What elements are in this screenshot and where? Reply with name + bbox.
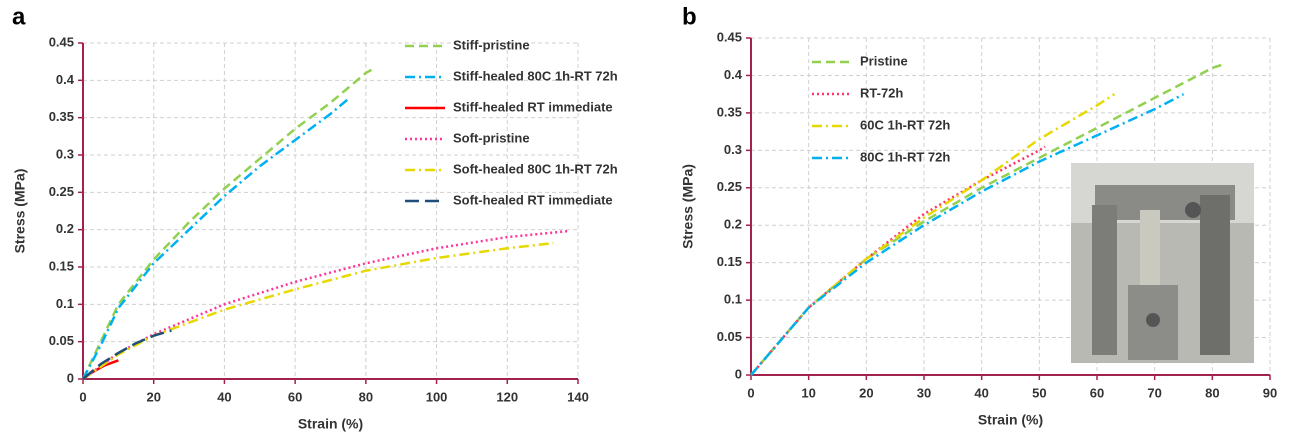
y-tick-label: 0.05 xyxy=(49,333,74,348)
data-line xyxy=(750,145,1046,376)
y-tick-label: 0.4 xyxy=(56,72,75,87)
y-tick-label: 0.25 xyxy=(717,179,742,194)
x-tick-label: 30 xyxy=(917,385,931,400)
y-axis-title: Stress (MPa) xyxy=(680,164,696,249)
x-axis-title: Strain (%) xyxy=(978,412,1043,428)
x-tick-label: 90 xyxy=(1263,385,1277,400)
y-tick-label: 0.1 xyxy=(56,296,74,311)
x-tick-label: 0 xyxy=(747,385,754,400)
legend-label: Stiff-healed RT immediate xyxy=(453,99,613,114)
y-tick-label: 0.4 xyxy=(724,67,743,82)
y-tick-label: 0.2 xyxy=(724,217,742,232)
x-tick-label: 120 xyxy=(496,389,518,404)
data-line xyxy=(82,229,568,381)
y-tick-label: 0.3 xyxy=(56,146,74,161)
y-tick-label: 0.3 xyxy=(724,142,742,157)
y-tick-label: 0 xyxy=(67,370,74,385)
y-tick-label: 0.05 xyxy=(717,329,742,344)
y-tick-label: 0.15 xyxy=(49,258,74,273)
data-line xyxy=(750,93,1185,376)
data-line xyxy=(81,98,350,380)
inset-photo xyxy=(1071,163,1254,363)
x-tick-label: 70 xyxy=(1147,385,1161,400)
x-tick-label: 40 xyxy=(217,389,231,404)
legend-label: Stiff-pristine xyxy=(453,37,530,52)
x-tick-label: 80 xyxy=(359,389,373,404)
data-line xyxy=(82,241,554,381)
legend-label: Soft-healed RT immediate xyxy=(453,192,613,207)
x-tick-label: 0 xyxy=(79,389,86,404)
panel-label: b xyxy=(682,3,697,30)
panel-label: a xyxy=(12,3,26,30)
legend-label: Soft-healed 80C 1h-RT 72h xyxy=(453,161,618,176)
x-tick-label: 60 xyxy=(288,389,302,404)
y-tick-label: 0.2 xyxy=(56,221,74,236)
y-tick-label: 0.35 xyxy=(717,104,742,119)
data-line xyxy=(81,68,374,380)
legend-label: RT-72h xyxy=(860,85,903,100)
y-tick-label: 0 xyxy=(735,366,742,381)
legend-label: Stiff-healed 80C 1h-RT 72h xyxy=(453,68,618,83)
x-tick-label: 60 xyxy=(1090,385,1104,400)
x-tick-label: 10 xyxy=(801,385,815,400)
x-tick-label: 20 xyxy=(146,389,160,404)
x-axis-title: Strain (%) xyxy=(298,416,363,432)
data-line xyxy=(82,329,172,380)
y-axis-title: Stress (MPa) xyxy=(12,169,28,254)
x-tick-label: 100 xyxy=(426,389,448,404)
y-tick-label: 0.1 xyxy=(724,292,742,307)
y-tick-label: 0.25 xyxy=(49,184,74,199)
x-tick-label: 50 xyxy=(1032,385,1046,400)
y-tick-label: 0.15 xyxy=(717,254,742,269)
legend-label: Pristine xyxy=(860,53,908,68)
x-tick-label: 20 xyxy=(859,385,873,400)
y-tick-label: 0.45 xyxy=(717,29,742,44)
data-line xyxy=(750,93,1115,376)
x-tick-label: 140 xyxy=(567,389,589,404)
legend-label: 60C 1h-RT 72h xyxy=(860,117,950,132)
x-tick-label: 80 xyxy=(1205,385,1219,400)
x-tick-label: 40 xyxy=(974,385,988,400)
y-tick-label: 0.45 xyxy=(49,34,74,49)
legend-label: Soft-pristine xyxy=(453,130,530,145)
y-tick-label: 0.35 xyxy=(49,109,74,124)
legend-label: 80C 1h-RT 72h xyxy=(860,149,950,164)
